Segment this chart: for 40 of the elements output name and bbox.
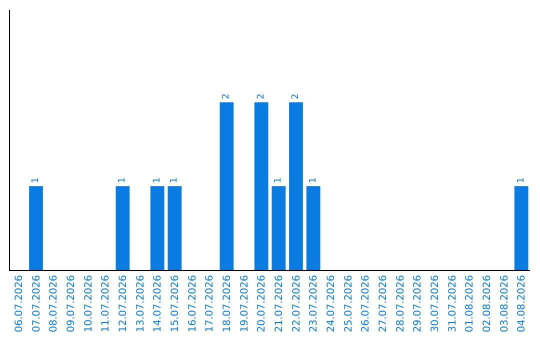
x-tick-label: 15.07.2026: [170, 275, 181, 332]
data-label: 1: [118, 177, 128, 184]
x-tick-label: 08.07.2026: [48, 275, 60, 332]
x-tick-label: 22.07.2026: [291, 275, 302, 332]
x-tick-label: 25.07.2026: [343, 275, 354, 332]
data-label: 1: [152, 177, 162, 184]
x-tick-label: 27.07.2026: [378, 275, 389, 332]
data-label: 1: [516, 177, 526, 184]
x-tick-label: 02.08.2026: [482, 275, 493, 332]
x-tick-label: 03.08.2026: [499, 275, 510, 332]
x-tick-label: 11.07.2026: [100, 275, 112, 332]
x-tick-label: 24.07.2026: [326, 275, 337, 332]
x-tick-label: 13.07.2026: [135, 275, 146, 332]
x-tick-label: 16.07.2026: [187, 275, 198, 332]
x-tick-label: 17.07.2026: [204, 275, 216, 332]
data-label: 2: [256, 94, 266, 100]
x-tick-label: 07.07.2026: [31, 275, 42, 332]
x-tick-label: 21.07.2026: [274, 275, 285, 332]
x-tick-label: 26.07.2026: [360, 275, 372, 332]
x-tick-label: 09.07.2026: [66, 275, 77, 332]
x-tick-label: 23.07.2026: [308, 275, 320, 332]
data-label: 2: [291, 94, 301, 100]
x-tick-label: 14.07.2026: [152, 275, 164, 332]
x-tick-label: 30.07.2026: [430, 275, 441, 332]
data-label: 1: [308, 177, 318, 184]
data-label: 1: [31, 177, 41, 184]
x-tick-label: 20.07.2026: [256, 275, 268, 332]
x-tick-label: 10.07.2026: [83, 275, 94, 332]
x-tick-label: 01.08.2026: [464, 275, 476, 332]
x-tick-label: 28.07.2026: [395, 275, 406, 332]
x-tick-label: 18.07.2026: [222, 275, 233, 332]
x-tick-label: 06.07.2026: [14, 275, 25, 332]
data-label: 1: [170, 177, 180, 184]
x-tick-label: 19.07.2026: [239, 275, 250, 332]
x-tick-label: 29.07.2026: [412, 275, 424, 332]
x-tick-label: 31.07.2026: [447, 275, 458, 332]
x-tick-label: 12.07.2026: [118, 275, 129, 332]
x-tick-label: 04.08.2026: [516, 275, 528, 332]
data-label: 2: [222, 94, 232, 100]
data-label: 1: [274, 177, 284, 184]
